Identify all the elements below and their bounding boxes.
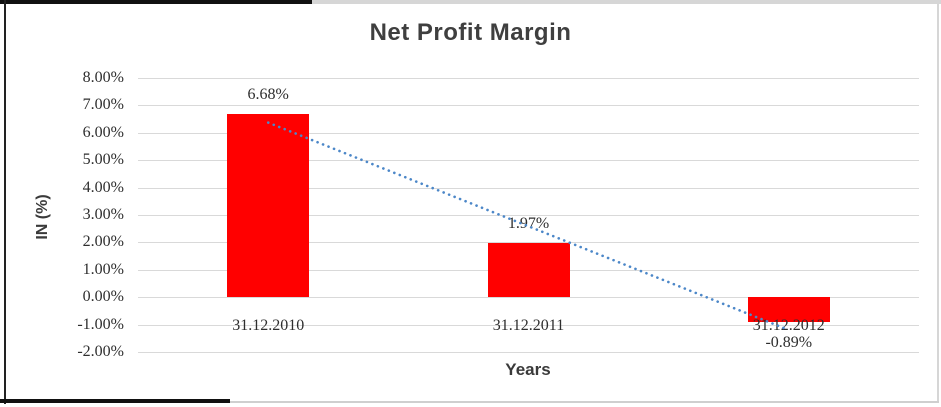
gridline [138, 352, 919, 353]
frame-border-top-black [0, 0, 312, 4]
gridline [138, 78, 919, 79]
y-axis-tick-label: 6.00% [82, 123, 124, 141]
y-axis-tick-label: 2.00% [82, 233, 124, 251]
chart-title: Net Profit Margin [369, 19, 572, 46]
y-axis-tick-label: -1.00% [77, 315, 124, 333]
y-axis-tick-label: 7.00% [82, 96, 124, 114]
bar-31.12.2011 [487, 243, 570, 298]
y-axis-tick-label: 4.00% [82, 178, 124, 196]
y-axis-tick-label: -2.00% [77, 343, 124, 360]
x-axis-title: Years [505, 360, 551, 379]
y-axis-tick-label: 1.00% [82, 260, 124, 278]
y-axis-tick-label: 8.00% [82, 69, 124, 86]
frame-border-right [937, 2, 939, 403]
y-axis-tick-label: 5.00% [82, 151, 124, 169]
category-label: 31.12.2010 [232, 317, 305, 335]
bar-31.12.2010 [227, 114, 310, 298]
y-axis-tick-label: 3.00% [82, 206, 124, 223]
frame-border-top-gray [312, 0, 941, 4]
frame-border-bottom-gray [230, 401, 939, 403]
y-axis-tick-label: 0.00% [82, 288, 124, 306]
frame-border-bottom-black [0, 399, 230, 403]
data-label: 6.68% [247, 86, 289, 104]
gridline [138, 105, 919, 107]
frame-border-left [4, 0, 6, 404]
data-label: 1.97% [507, 215, 550, 233]
category-label: 31.12.2012 [752, 317, 825, 335]
category-label: 31.12.2011 [492, 317, 565, 335]
data-label: -0.89% [765, 333, 813, 351]
